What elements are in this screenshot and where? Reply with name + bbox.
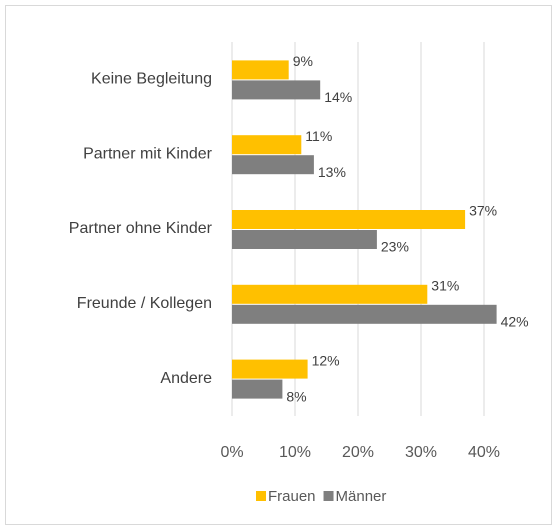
- value-label: 42%: [501, 314, 529, 330]
- category-label: Freunde / Kollegen: [77, 295, 212, 312]
- value-label: 31%: [431, 278, 459, 294]
- bar: [232, 379, 283, 399]
- bar: [232, 60, 289, 80]
- value-label: 9%: [293, 53, 313, 69]
- value-label: 23%: [381, 239, 409, 255]
- category-label: Andere: [160, 370, 212, 387]
- bar: [232, 210, 466, 229]
- value-label: 13%: [318, 164, 346, 180]
- legend-swatch: [256, 491, 266, 501]
- legend-swatch: [323, 491, 334, 501]
- bar: [232, 284, 428, 304]
- x-tick-label: 20%: [342, 444, 374, 461]
- bar: [232, 135, 302, 155]
- value-label: 11%: [305, 128, 332, 144]
- bar: [232, 155, 314, 175]
- x-tick-label: 30%: [405, 444, 437, 461]
- legend-label: Frauen: [268, 488, 316, 505]
- category-label: Partner ohne Kinder: [69, 220, 213, 237]
- value-label: 14%: [324, 89, 352, 105]
- value-label: 12%: [312, 352, 340, 368]
- x-tick-label: 0%: [220, 444, 243, 461]
- category-label: Keine Begleitung: [91, 71, 212, 88]
- legend-label: Männer: [336, 488, 387, 505]
- bar: [232, 230, 377, 249]
- value-label: 37%: [469, 203, 497, 219]
- bar: [232, 304, 497, 324]
- bar: [232, 359, 308, 379]
- category-label: Partner mit Kinder: [83, 145, 213, 162]
- x-tick-label: 10%: [279, 444, 311, 461]
- bar: [232, 80, 321, 100]
- value-label: 8%: [286, 388, 306, 404]
- x-tick-label: 40%: [468, 444, 500, 461]
